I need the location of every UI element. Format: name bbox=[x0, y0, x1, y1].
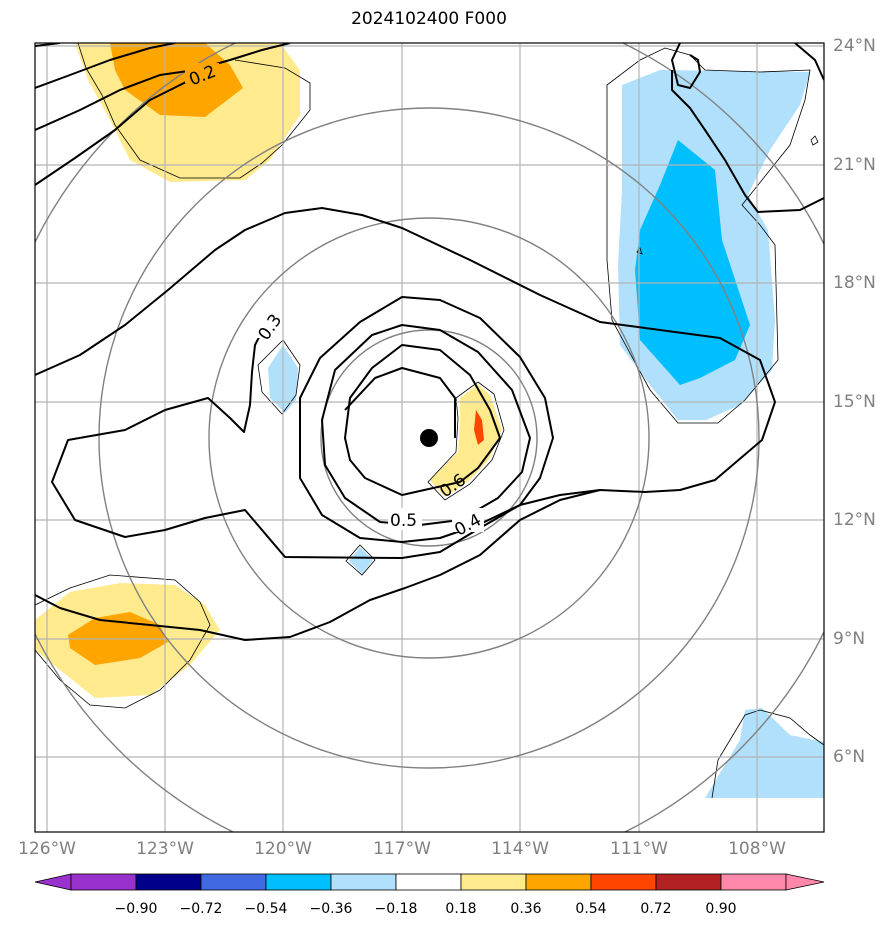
lat-tick-label: 21°N bbox=[833, 155, 876, 175]
colorbar-bin-3 bbox=[200, 873, 267, 891]
contour-0.2-line-b bbox=[35, 43, 291, 131]
contour-inner bbox=[344, 367, 456, 438]
colorbar-bin-10 bbox=[655, 873, 722, 891]
colorbar-bin-6 bbox=[395, 873, 462, 891]
colorbar-tick-label: −0.18 bbox=[374, 901, 418, 917]
colorbar-bin-4 bbox=[265, 873, 332, 891]
contour-0.3-lobe bbox=[51, 319, 601, 559]
colorbar-tick-label: −0.72 bbox=[179, 901, 223, 917]
lon-tick-label: 126°W bbox=[18, 839, 76, 859]
contour-coast-east bbox=[794, 43, 824, 81]
colorbar-extend-right bbox=[785, 873, 825, 891]
colorbar-tick-label: 0.90 bbox=[705, 901, 737, 917]
shade-right-blue bbox=[635, 140, 750, 385]
outline-top-left bbox=[77, 43, 311, 179]
colorbar-tick-label: −0.54 bbox=[244, 901, 288, 917]
colorbar-bin-11 bbox=[720, 873, 787, 891]
colorbar-tick-label: −0.36 bbox=[309, 901, 353, 917]
contour-coast-hook bbox=[671, 43, 701, 89]
contour-0.2-line-a bbox=[35, 43, 176, 89]
colorbar-bin-9 bbox=[590, 873, 657, 891]
colorbar-tick-label: 0.18 bbox=[445, 901, 477, 917]
lon-tick-label: 111°W bbox=[610, 839, 668, 859]
lat-tick-label: 18°N bbox=[833, 273, 876, 293]
shade-small-blue-south bbox=[349, 547, 373, 574]
shade-bottom-right-lightblue bbox=[705, 708, 824, 798]
outline-storm-south bbox=[345, 544, 376, 576]
outline-right-region bbox=[606, 47, 811, 424]
map-title: 2024102400 F000 bbox=[351, 9, 507, 29]
contour-0.2-line-c bbox=[35, 79, 191, 186]
map-frame bbox=[34, 42, 825, 833]
colorbar-tick-label: 0.54 bbox=[575, 901, 607, 917]
outline-storm-yellow bbox=[427, 381, 505, 501]
lat-tick-label: 9°N bbox=[833, 629, 866, 649]
lat-tick-label: 6°N bbox=[833, 747, 866, 767]
lat-tick-label: 12°N bbox=[833, 510, 876, 530]
contour-coast-north bbox=[671, 70, 824, 213]
contour-0.4 bbox=[299, 296, 554, 543]
colorbar-tick-label: 0.36 bbox=[510, 901, 542, 917]
lat-tick-label: 24°N bbox=[833, 36, 876, 56]
colorbar bbox=[34, 873, 825, 891]
lon-tick-label: 120°W bbox=[254, 839, 312, 859]
thin-outlines bbox=[35, 43, 824, 799]
outline-bottom-left bbox=[35, 574, 211, 709]
contour-label-0.5: 0.5 bbox=[390, 511, 417, 531]
colorbar-bin-1 bbox=[70, 873, 137, 891]
thick-contours bbox=[35, 43, 824, 641]
lon-tick-label: 117°W bbox=[373, 839, 431, 859]
contour-0.5 bbox=[321, 324, 531, 526]
lon-tick-label: 114°W bbox=[491, 839, 549, 859]
shade-top-left-orange bbox=[110, 43, 243, 117]
shade-storm-yellow bbox=[430, 384, 502, 497]
range-rings bbox=[35, 43, 824, 832]
shade-storm-red bbox=[474, 410, 484, 445]
outline-small-east bbox=[810, 135, 819, 146]
lon-tick-label: 123°W bbox=[136, 839, 194, 859]
outline-storm-west bbox=[257, 339, 301, 415]
colorbar-tick-label: 0.72 bbox=[640, 901, 672, 917]
contour-0.3 bbox=[35, 207, 776, 641]
map-plot-area: 0.2 0.3 0.4 0.5 0.6 bbox=[35, 43, 824, 832]
colorbar-bin-2 bbox=[135, 873, 202, 891]
colorbar-bin-8 bbox=[525, 873, 592, 891]
colorbar-extend-left bbox=[34, 873, 72, 891]
graticule bbox=[35, 43, 824, 832]
colorbar-tick-label: −0.90 bbox=[114, 901, 158, 917]
lat-tick-label: 15°N bbox=[833, 392, 876, 412]
colorbar-bin-7 bbox=[460, 873, 527, 891]
storm-center-marker bbox=[420, 429, 438, 447]
outline-bottom-right bbox=[711, 709, 824, 799]
contour-0.6 bbox=[344, 344, 501, 496]
lon-tick-label: 108°W bbox=[728, 839, 786, 859]
colorbar-bin-5 bbox=[330, 873, 397, 891]
shaded-fields bbox=[35, 43, 824, 798]
